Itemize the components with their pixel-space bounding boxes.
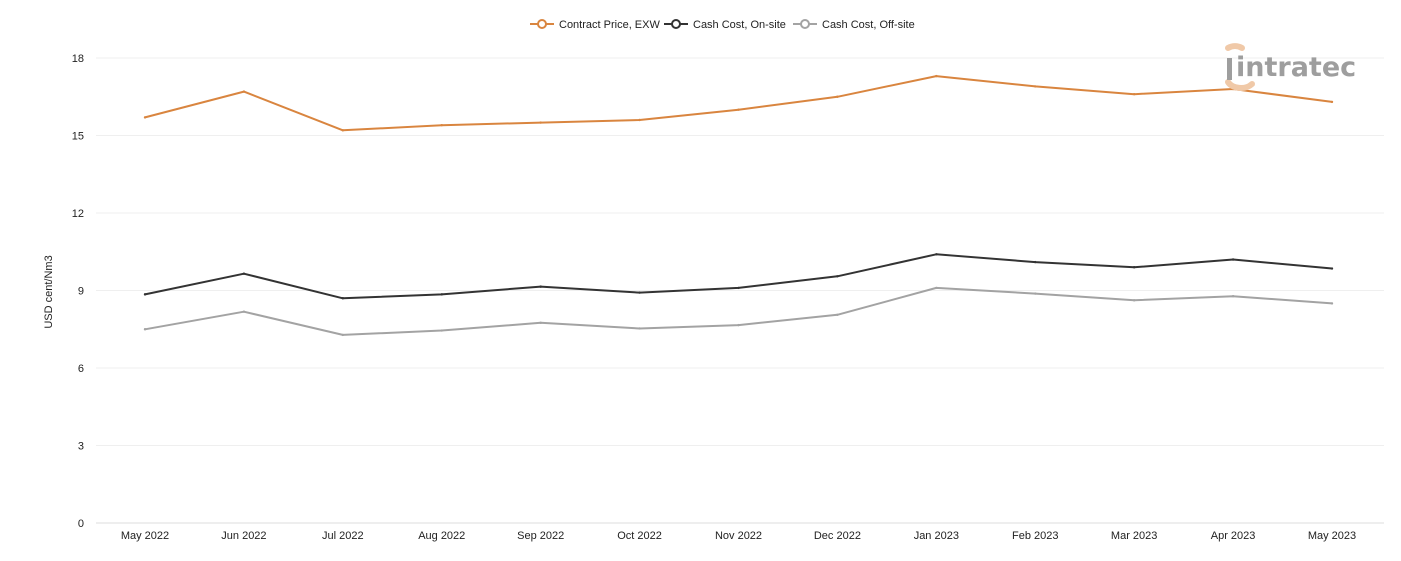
y-tick-label: 3 bbox=[78, 441, 84, 453]
legend-marker bbox=[800, 19, 810, 29]
data-point bbox=[440, 123, 443, 127]
x-tick-label: Nov 2022 bbox=[715, 530, 762, 542]
data-point bbox=[836, 313, 839, 316]
y-tick-label: 9 bbox=[78, 286, 84, 298]
data-point bbox=[1132, 92, 1136, 96]
data-point bbox=[1132, 266, 1136, 269]
data-point bbox=[341, 333, 345, 337]
x-tick-label: Jan 2023 bbox=[914, 530, 959, 542]
data-point bbox=[242, 272, 246, 275]
data-point bbox=[1034, 292, 1037, 295]
data-point bbox=[1034, 85, 1037, 88]
y-axis: 0 3 6 9 12 15 18 bbox=[72, 53, 84, 530]
data-point bbox=[539, 121, 542, 124]
data-point bbox=[638, 291, 641, 294]
x-axis: May 2022 Jun 2022 Jul 2022 Aug 2022 Sep 2022… bbox=[121, 530, 1356, 542]
legend: Contract Price, EXW Cash Cost, On-site Cas… bbox=[530, 19, 915, 31]
legend-item: Contract Price, EXW bbox=[530, 19, 660, 31]
data-point bbox=[539, 321, 542, 324]
series-line-2 bbox=[144, 286, 1333, 336]
x-tick-label: Aug 2022 bbox=[418, 530, 465, 542]
legend-item: Cash Cost, On-site bbox=[664, 19, 786, 31]
data-point bbox=[1132, 299, 1136, 302]
y-axis-title: USD cent/Nm3 bbox=[43, 255, 55, 328]
data-point bbox=[1330, 302, 1334, 305]
y-tick-label: 0 bbox=[78, 518, 84, 530]
legend-item: Cash Cost, Off-site bbox=[793, 19, 915, 31]
series-line-1 bbox=[144, 253, 1333, 300]
series-lines bbox=[143, 74, 1334, 337]
data-point bbox=[143, 328, 147, 331]
legend-marker bbox=[537, 19, 547, 29]
series-line-0 bbox=[144, 75, 1333, 132]
x-tick-label: Jun 2022 bbox=[221, 530, 266, 542]
data-point bbox=[539, 285, 542, 288]
x-tick-label: Mar 2023 bbox=[1111, 530, 1157, 542]
logo-bar bbox=[1227, 58, 1232, 80]
data-point bbox=[143, 116, 147, 119]
intratec-logo: intratec bbox=[1225, 43, 1356, 91]
data-point bbox=[1231, 258, 1235, 261]
data-point bbox=[836, 275, 839, 278]
data-point bbox=[836, 95, 839, 98]
x-tick-label: May 2023 bbox=[1308, 530, 1356, 542]
x-tick-label: Sep 2022 bbox=[517, 530, 564, 542]
data-point bbox=[242, 310, 246, 313]
x-tick-label: May 2022 bbox=[121, 530, 169, 542]
x-tick-label: Feb 2023 bbox=[1012, 530, 1058, 542]
legend-label: Cash Cost, Off-site bbox=[822, 19, 915, 31]
data-point bbox=[341, 129, 345, 132]
x-tick-label: Apr 2023 bbox=[1211, 530, 1256, 542]
x-tick-label: Dec 2022 bbox=[814, 530, 861, 542]
logo-swoosh bbox=[1225, 43, 1255, 91]
x-tick-label: Oct 2022 bbox=[617, 530, 662, 542]
data-point bbox=[1034, 260, 1037, 264]
data-point bbox=[1231, 294, 1235, 298]
logo-wordmark: intratec bbox=[1236, 52, 1356, 83]
data-point bbox=[1330, 267, 1334, 270]
y-tick-label: 15 bbox=[72, 131, 84, 143]
data-point bbox=[638, 327, 641, 330]
y-tick-label: 12 bbox=[72, 208, 84, 220]
data-point bbox=[440, 293, 443, 296]
legend-label: Contract Price, EXW bbox=[559, 19, 660, 31]
y-tick-label: 18 bbox=[72, 53, 84, 65]
data-point bbox=[737, 108, 740, 111]
data-point bbox=[143, 293, 147, 296]
y-tick-label: 6 bbox=[78, 363, 84, 375]
legend-marker bbox=[671, 19, 681, 29]
data-point bbox=[242, 90, 246, 93]
data-point bbox=[440, 329, 443, 332]
data-point bbox=[935, 74, 938, 78]
x-tick-label: Jul 2022 bbox=[322, 530, 364, 542]
data-point bbox=[935, 286, 938, 290]
data-point bbox=[737, 323, 740, 327]
data-point bbox=[935, 253, 938, 256]
data-point bbox=[737, 286, 740, 290]
data-point bbox=[341, 297, 345, 300]
legend-label: Cash Cost, On-site bbox=[693, 19, 786, 31]
gridlines bbox=[96, 57, 1384, 524]
data-point bbox=[1330, 100, 1334, 104]
data-point bbox=[638, 118, 641, 122]
